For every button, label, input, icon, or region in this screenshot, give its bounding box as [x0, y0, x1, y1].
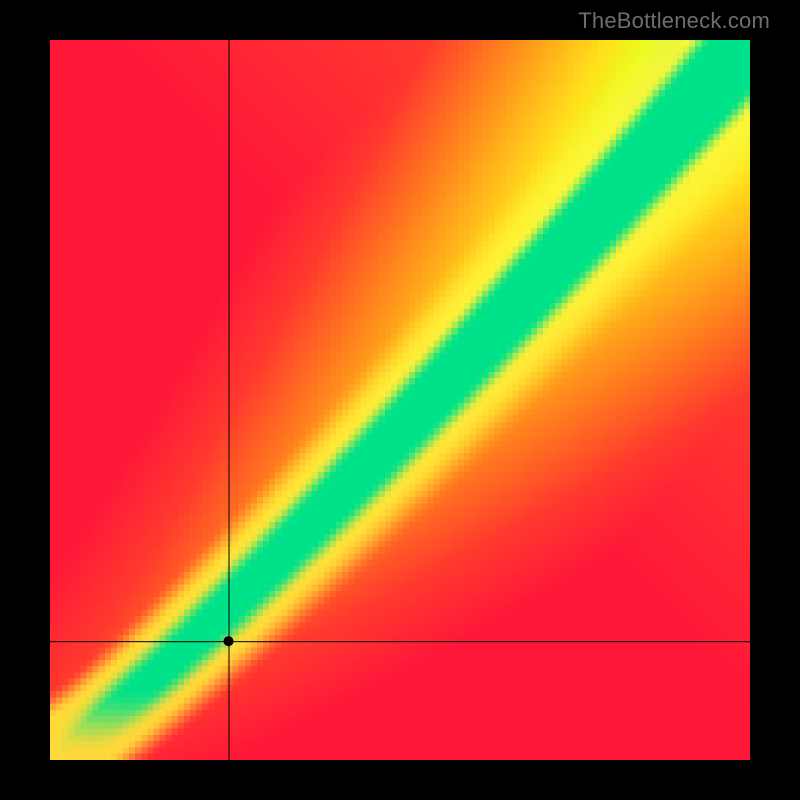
crosshair-overlay	[50, 40, 750, 760]
watermark-text: TheBottleneck.com	[578, 8, 770, 34]
heatmap-plot	[50, 40, 750, 760]
chart-container: TheBottleneck.com	[0, 0, 800, 800]
